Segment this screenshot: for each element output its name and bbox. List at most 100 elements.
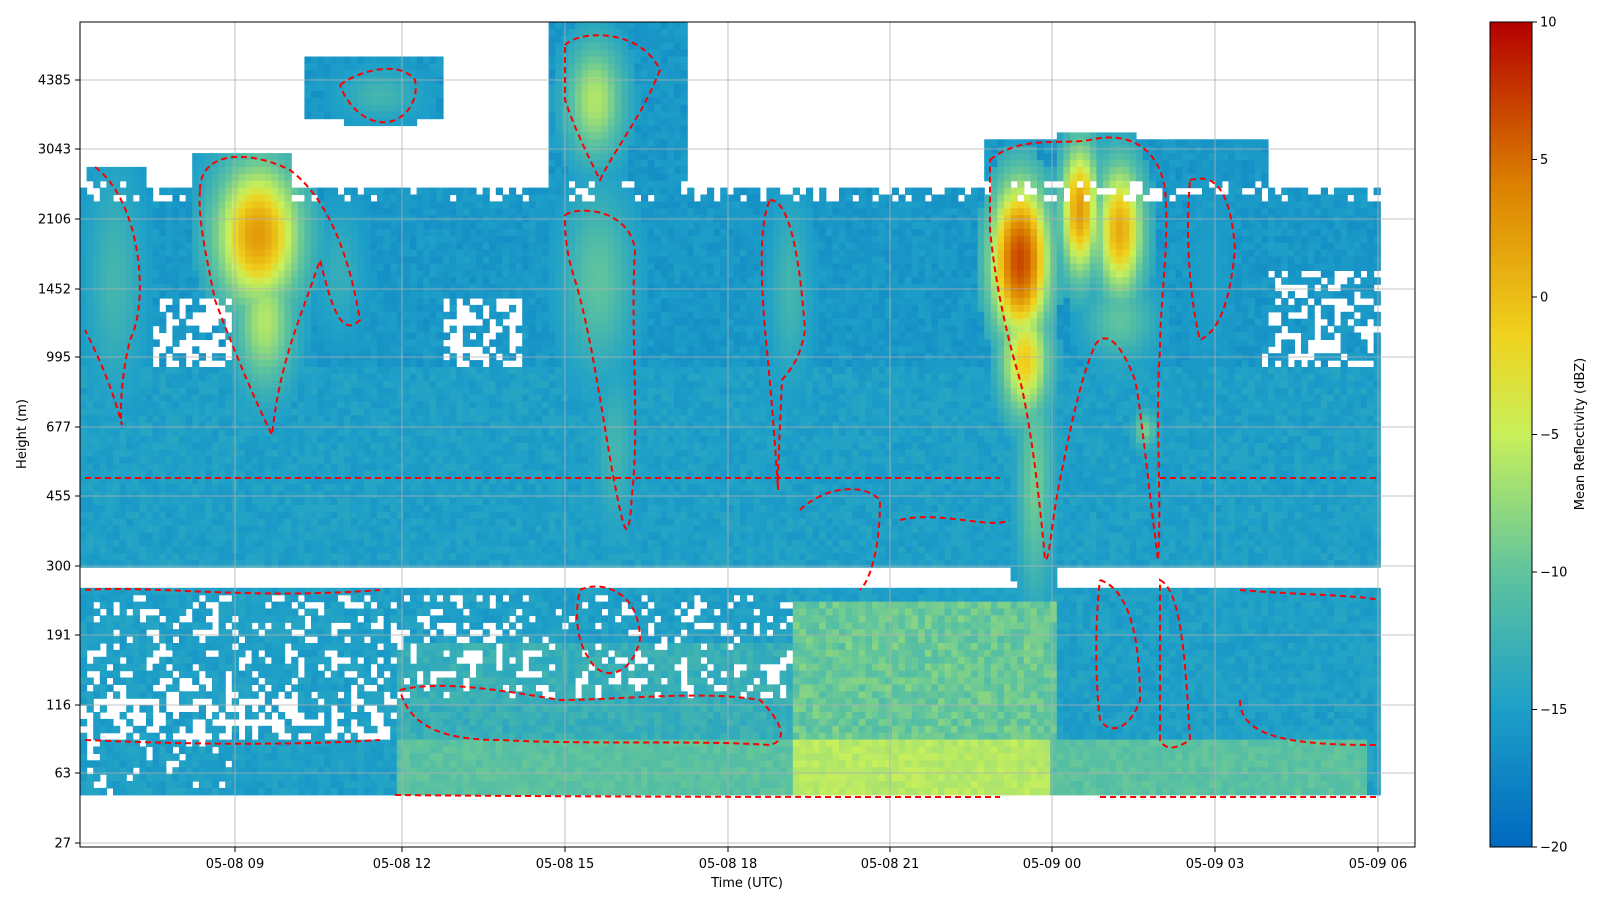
heatmap-cell (119, 298, 127, 306)
heatmap-cell (693, 263, 701, 271)
heatmap-cell (674, 208, 682, 216)
heatmap-cell (357, 104, 365, 113)
heatmap-cell (634, 311, 642, 320)
heatmap-cell (436, 263, 444, 271)
heatmap-cell (687, 201, 695, 209)
heatmap-cell (561, 180, 569, 189)
heatmap-cell (786, 304, 794, 313)
heatmap-cell (898, 256, 906, 265)
heatmap-cell (1294, 277, 1302, 285)
heatmap-cell (1347, 222, 1355, 230)
heatmap-cell (911, 187, 919, 196)
heatmap-cell (885, 194, 893, 202)
heatmap-cell (858, 298, 866, 306)
heatmap-cell (634, 235, 642, 244)
heatmap-cell (1122, 325, 1130, 334)
heatmap-cell (918, 256, 926, 265)
heatmap-cell (1221, 325, 1229, 334)
heatmap-cell (344, 277, 352, 285)
heatmap-cell (555, 139, 563, 147)
heatmap-cell (812, 318, 820, 327)
heatmap-cell (192, 229, 200, 237)
heatmap-cell (1248, 229, 1256, 237)
heatmap-cell (1340, 325, 1348, 334)
heatmap-cell (357, 263, 365, 271)
heatmap-cell (832, 304, 840, 313)
heatmap-cell (1083, 291, 1091, 299)
heatmap-cell (746, 187, 754, 196)
heatmap-cell (1142, 304, 1150, 313)
heatmap-cell (159, 291, 167, 299)
heatmap-cell (786, 318, 794, 327)
heatmap-cell (515, 222, 523, 230)
heatmap-cell (416, 235, 424, 244)
heatmap-cell (126, 208, 134, 216)
heatmap-cell (165, 201, 173, 209)
heatmap-cell (634, 291, 642, 299)
heatmap-cell (858, 208, 866, 216)
heatmap-cell (825, 318, 833, 327)
heatmap-cell (997, 160, 1005, 168)
heatmap-cell (462, 249, 470, 258)
heatmap-cell (1109, 304, 1117, 313)
heatmap-cell (674, 160, 682, 168)
heatmap-cell (746, 208, 754, 216)
heatmap-cell (911, 304, 919, 313)
heatmap-cell (1261, 256, 1269, 265)
heatmap-cell (139, 201, 147, 209)
heatmap-cell (621, 284, 629, 292)
heatmap-cell (1109, 194, 1117, 202)
heatmap-cell (291, 298, 299, 306)
heatmap-cell (119, 318, 127, 327)
heatmap-cell (192, 201, 200, 209)
heatmap-cell (324, 249, 332, 258)
heatmap-cell (416, 201, 424, 209)
heatmap-cell (997, 173, 1005, 182)
heatmap-cell (1169, 298, 1177, 306)
heatmap-cell (575, 56, 583, 64)
heatmap-cell (1169, 249, 1177, 258)
heatmap-cell (680, 111, 688, 120)
heatmap-cell (687, 284, 695, 292)
heatmap-cell (1195, 166, 1203, 175)
heatmap-cell (106, 325, 114, 334)
heatmap-cell (806, 318, 814, 327)
heatmap-cell (654, 249, 662, 258)
heatmap-cell (1274, 256, 1282, 265)
heatmap-cell (984, 249, 992, 258)
heatmap-cell (1142, 277, 1150, 285)
heatmap-cell (720, 291, 728, 299)
heatmap-cell (185, 263, 193, 271)
heatmap-cell (370, 208, 378, 216)
heatmap-cell (377, 256, 385, 265)
heatmap-cell (1004, 194, 1012, 202)
heatmap-cell (641, 325, 649, 334)
heatmap-cell (1103, 277, 1111, 285)
heatmap-cell (1175, 325, 1183, 334)
heatmap-cell (185, 229, 193, 237)
heatmap-cell (938, 277, 946, 285)
heatmap-cell (674, 118, 682, 127)
heatmap-cell (139, 270, 147, 278)
heatmap-cell (654, 229, 662, 237)
heatmap-cell (1202, 173, 1210, 182)
heatmap-cell (1169, 311, 1177, 320)
heatmap-cell (568, 77, 576, 85)
heatmap-cell (1155, 291, 1163, 299)
heatmap-cell (634, 298, 642, 306)
heatmap-cell (383, 242, 391, 251)
heatmap-cell (462, 235, 470, 244)
heatmap-cell (911, 194, 919, 202)
heatmap-cell (119, 284, 127, 292)
heatmap-cell (1248, 298, 1256, 306)
heatmap-cell (436, 208, 444, 216)
heatmap-cell (601, 284, 609, 292)
heatmap-cell (608, 284, 616, 292)
heatmap-cell (588, 91, 596, 99)
heatmap-cell (251, 298, 259, 306)
heatmap-cell (674, 270, 682, 278)
heatmap-cell (357, 284, 365, 292)
heatmap-cell (482, 325, 490, 334)
heatmap-cell (1307, 242, 1315, 251)
heatmap-cell (495, 284, 503, 292)
